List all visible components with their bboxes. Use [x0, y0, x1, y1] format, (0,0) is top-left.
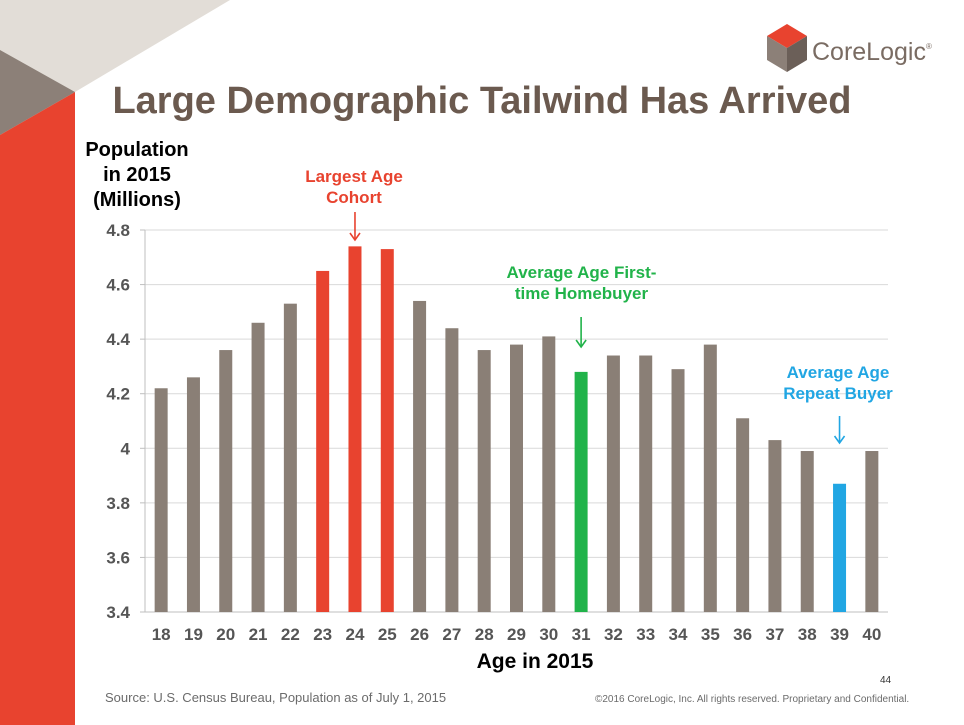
bar-age-22 — [283, 303, 297, 612]
x-tick-label: 22 — [281, 625, 300, 644]
x-tick-label: 33 — [636, 625, 655, 644]
bar-age-21 — [251, 322, 265, 612]
bar-age-34 — [671, 369, 685, 612]
y-axis-label-line: in 2015 — [103, 164, 171, 186]
x-tick-label: 32 — [604, 625, 623, 644]
bar-age-38 — [800, 451, 814, 612]
x-tick-label: 37 — [765, 625, 784, 644]
bar-age-30 — [542, 336, 556, 612]
left-red-stripe — [0, 92, 75, 725]
annotation-largest-cohort: Largest Age Cohort — [284, 166, 424, 208]
x-tick-label: 27 — [442, 625, 461, 644]
y-tick-label: 3.6 — [106, 548, 130, 567]
source-note: Source: U.S. Census Bureau, Population a… — [105, 690, 447, 705]
x-tick-label: 19 — [184, 625, 203, 644]
x-tick-label: 35 — [701, 625, 720, 644]
arrow-largest-cohort-head — [349, 232, 361, 242]
page-number: 44 — [880, 675, 892, 686]
x-tick-label: 21 — [249, 625, 268, 644]
x-tick-label: 34 — [669, 625, 688, 644]
annotation-line: time Homebuyer — [514, 284, 649, 303]
x-tick-label: 30 — [539, 625, 558, 644]
y-tick-label: 4.8 — [106, 221, 130, 240]
brand-name: CoreLogic® — [812, 38, 932, 66]
copyright-note: ©2016 CoreLogic, Inc. All rights reserve… — [595, 694, 910, 705]
x-tick-label: 26 — [410, 625, 429, 644]
bar-age-20 — [219, 350, 233, 612]
bar-age-31 — [574, 371, 588, 612]
x-tick-label: 38 — [798, 625, 817, 644]
x-tick-label: 31 — [572, 625, 591, 644]
x-tick-label: 25 — [378, 625, 397, 644]
bar-age-33 — [639, 355, 653, 612]
y-axis-label: Population in 2015 (Millions) — [77, 138, 197, 213]
bar-age-28 — [477, 350, 491, 612]
y-axis-label-line: (Millions) — [93, 189, 181, 211]
bar-age-37 — [768, 440, 782, 612]
bar-age-36 — [736, 418, 750, 612]
x-tick-label: 39 — [830, 625, 849, 644]
annotation-line: Average Age — [786, 363, 890, 382]
bar-age-25 — [380, 249, 394, 612]
annotation-line: Cohort — [326, 188, 382, 207]
bar-age-26 — [413, 300, 427, 612]
x-tick-label: 23 — [313, 625, 332, 644]
annotation-first-time-buyer: Average Age First- time Homebuyer — [484, 262, 679, 304]
bar-age-18 — [154, 388, 168, 612]
bar-age-23 — [316, 270, 330, 612]
corelogic-logo-icon — [767, 24, 807, 72]
x-tick-label: 24 — [346, 625, 365, 644]
x-tick-label: 20 — [216, 625, 235, 644]
arrow-repeat-buyer-head — [833, 435, 846, 445]
y-tick-label: 3.4 — [106, 603, 130, 622]
annotation-line: Average Age First- — [506, 263, 657, 282]
y-tick-label: 3.8 — [106, 494, 130, 513]
bar-age-27 — [445, 328, 459, 612]
y-axis-label-line: Population — [85, 139, 189, 161]
bar-age-35 — [703, 344, 717, 612]
bar-age-19 — [186, 377, 200, 612]
x-tick-label: 18 — [152, 625, 171, 644]
x-tick-label: 29 — [507, 625, 526, 644]
y-tick-label: 4 — [121, 439, 131, 458]
arrow-first-time-buyer-head — [575, 339, 587, 349]
y-tick-label: 4.6 — [106, 276, 130, 295]
annotation-line: Repeat Buyer — [783, 384, 893, 403]
bar-age-40 — [865, 451, 879, 612]
x-tick-label: 28 — [475, 625, 494, 644]
left-gray-triangle — [0, 50, 75, 135]
y-tick-label: 4.4 — [106, 330, 130, 349]
annotation-repeat-buyer: Average Age Repeat Buyer — [768, 362, 908, 404]
bar-age-32 — [606, 355, 620, 612]
x-axis-label: Age in 2015 — [476, 650, 594, 673]
annotation-line: Largest Age — [305, 167, 403, 186]
bar-age-39 — [833, 483, 847, 612]
x-tick-label: 40 — [862, 625, 881, 644]
bar-age-29 — [510, 344, 523, 612]
bar-age-24 — [348, 246, 362, 612]
y-tick-label: 4.2 — [106, 385, 130, 404]
slide-title: Large Demographic Tailwind Has Arrived — [112, 80, 852, 122]
x-tick-label: 36 — [733, 625, 752, 644]
